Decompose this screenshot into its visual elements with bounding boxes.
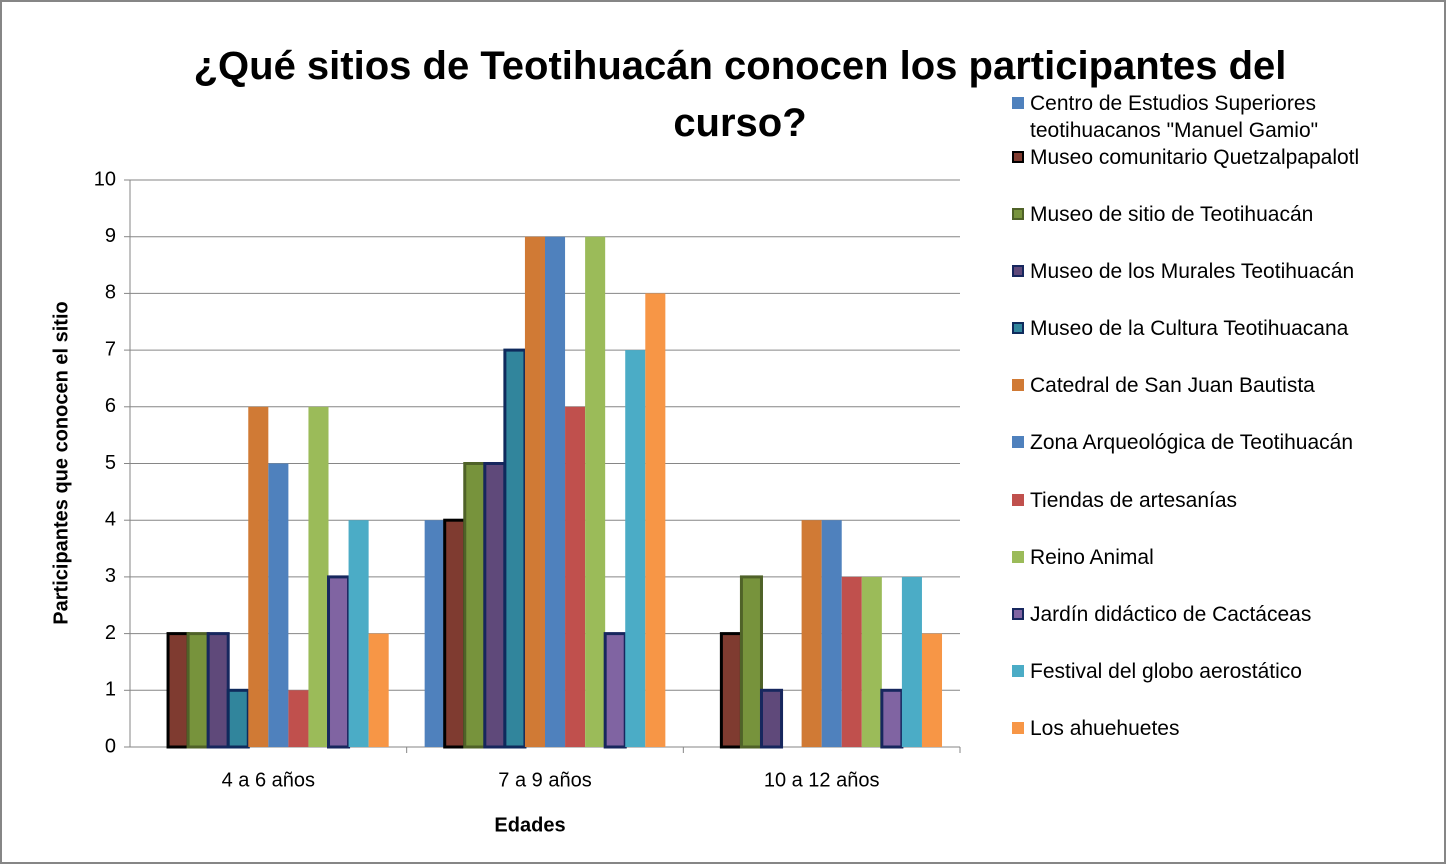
x-tick-label: 4 a 6 años	[222, 769, 315, 791]
legend-entry: Los ahuehuetes	[1012, 715, 1432, 742]
legend-label: Zona Arqueológica de Teotihuacán	[1030, 431, 1354, 454]
bar	[443, 518, 467, 749]
legend-swatch	[1012, 151, 1024, 163]
legend-swatch	[1012, 265, 1024, 277]
bar	[206, 632, 230, 749]
legend-entry: Jardín didáctico de Cactáceas	[1012, 601, 1432, 628]
bar	[861, 576, 882, 747]
y-tick-label: 7	[105, 338, 116, 360]
bar	[739, 575, 763, 749]
legend-swatch	[1012, 608, 1024, 620]
bar	[368, 633, 389, 747]
legend-entry: Museo de la Cultura Teotihuacana	[1012, 315, 1432, 342]
legend-label: Tiendas de artesanías	[1030, 489, 1238, 512]
legend-entry: Museo de los Murales Teotihuacán	[1012, 258, 1432, 285]
bar	[801, 520, 822, 747]
y-tick-label: 1	[105, 679, 116, 701]
bar	[483, 462, 507, 749]
bar	[288, 690, 309, 747]
bar	[348, 520, 369, 747]
bar	[585, 236, 606, 747]
legend-swatch	[1012, 322, 1024, 334]
y-axis-label: Participantes que conocen el sitio	[50, 301, 72, 624]
legend-label: Museo de sitio de Teotihuacán	[1030, 203, 1314, 226]
legend-swatch	[1012, 494, 1024, 506]
legend-swatch	[1012, 551, 1024, 563]
bar	[327, 575, 351, 749]
legend-label: Museo de la Cultura Teotihuacana	[1030, 317, 1349, 340]
legend-label: Festival del globo aerostático	[1030, 660, 1302, 683]
legend-label: Los ahuehuetes	[1030, 717, 1180, 740]
bar	[880, 688, 904, 749]
legend-label: Catedral de San Juan Bautista	[1030, 374, 1315, 397]
x-tick-label: 10 a 12 años	[764, 769, 880, 791]
legend-entry: Reino Animal	[1012, 544, 1432, 571]
legend-entry: Zona Arqueológica de Teotihuacán	[1012, 429, 1432, 456]
chart-title: ¿Qué sitios de Teotihuacán conocen los p…	[193, 44, 1287, 145]
bar	[268, 463, 289, 747]
bar	[463, 462, 487, 749]
legend-swatch	[1012, 722, 1024, 734]
y-tick-label: 10	[94, 168, 116, 190]
y-tick-label: 5	[105, 452, 116, 474]
bar	[545, 236, 566, 747]
bar	[901, 576, 922, 747]
legend-label: Jardín didáctico de Cactáceas	[1030, 603, 1312, 626]
bar	[719, 632, 743, 749]
y-tick-label: 4	[105, 508, 116, 530]
bar	[166, 632, 190, 749]
legend-swatch	[1012, 436, 1024, 448]
bar	[841, 576, 862, 747]
bar	[503, 348, 527, 749]
legend-label: Reino Animal	[1030, 546, 1154, 569]
bar	[759, 688, 784, 749]
bar	[625, 350, 646, 747]
bar	[524, 236, 545, 747]
x-tick-label: 7 a 9 años	[498, 769, 591, 791]
bar	[248, 406, 269, 747]
legend-label: Centro de Estudios Superiores teotihuaca…	[1030, 92, 1319, 142]
bar	[308, 406, 329, 747]
legend-label: Museo comunitario Quetzalpapalotl	[1030, 146, 1360, 169]
legend-swatch	[1012, 665, 1024, 677]
bar	[565, 406, 586, 747]
bar	[921, 633, 943, 747]
legend-entry: Festival del globo aerostático	[1012, 658, 1432, 685]
y-tick-label: 2	[105, 622, 116, 644]
legend-entry: Museo de sitio de Teotihuacán	[1012, 201, 1432, 228]
legend-entry: Centro de Estudios Superiores teotihuaca…	[1012, 90, 1432, 144]
y-tick-label: 0	[105, 735, 116, 757]
legend-swatch	[1012, 97, 1024, 109]
x-axis-label: Edades	[494, 814, 565, 836]
legend-swatch	[1012, 208, 1024, 220]
bar	[186, 632, 210, 749]
y-tick-label: 6	[105, 395, 116, 417]
bar	[645, 293, 666, 747]
legend-swatch	[1012, 379, 1024, 391]
y-tick-label: 9	[105, 225, 116, 247]
bar	[226, 688, 250, 749]
y-tick-label: 8	[105, 282, 116, 304]
y-tick-label: 3	[105, 565, 116, 587]
legend-entry: Museo comunitario Quetzalpapalotl	[1012, 144, 1432, 171]
legend-entry: Catedral de San Juan Bautista	[1012, 372, 1432, 399]
legend-entry: Tiendas de artesanías	[1012, 487, 1432, 514]
bar	[603, 632, 627, 749]
bar	[424, 520, 445, 747]
legend-label: Museo de los Murales Teotihuacán	[1030, 260, 1355, 283]
bar	[821, 520, 842, 747]
